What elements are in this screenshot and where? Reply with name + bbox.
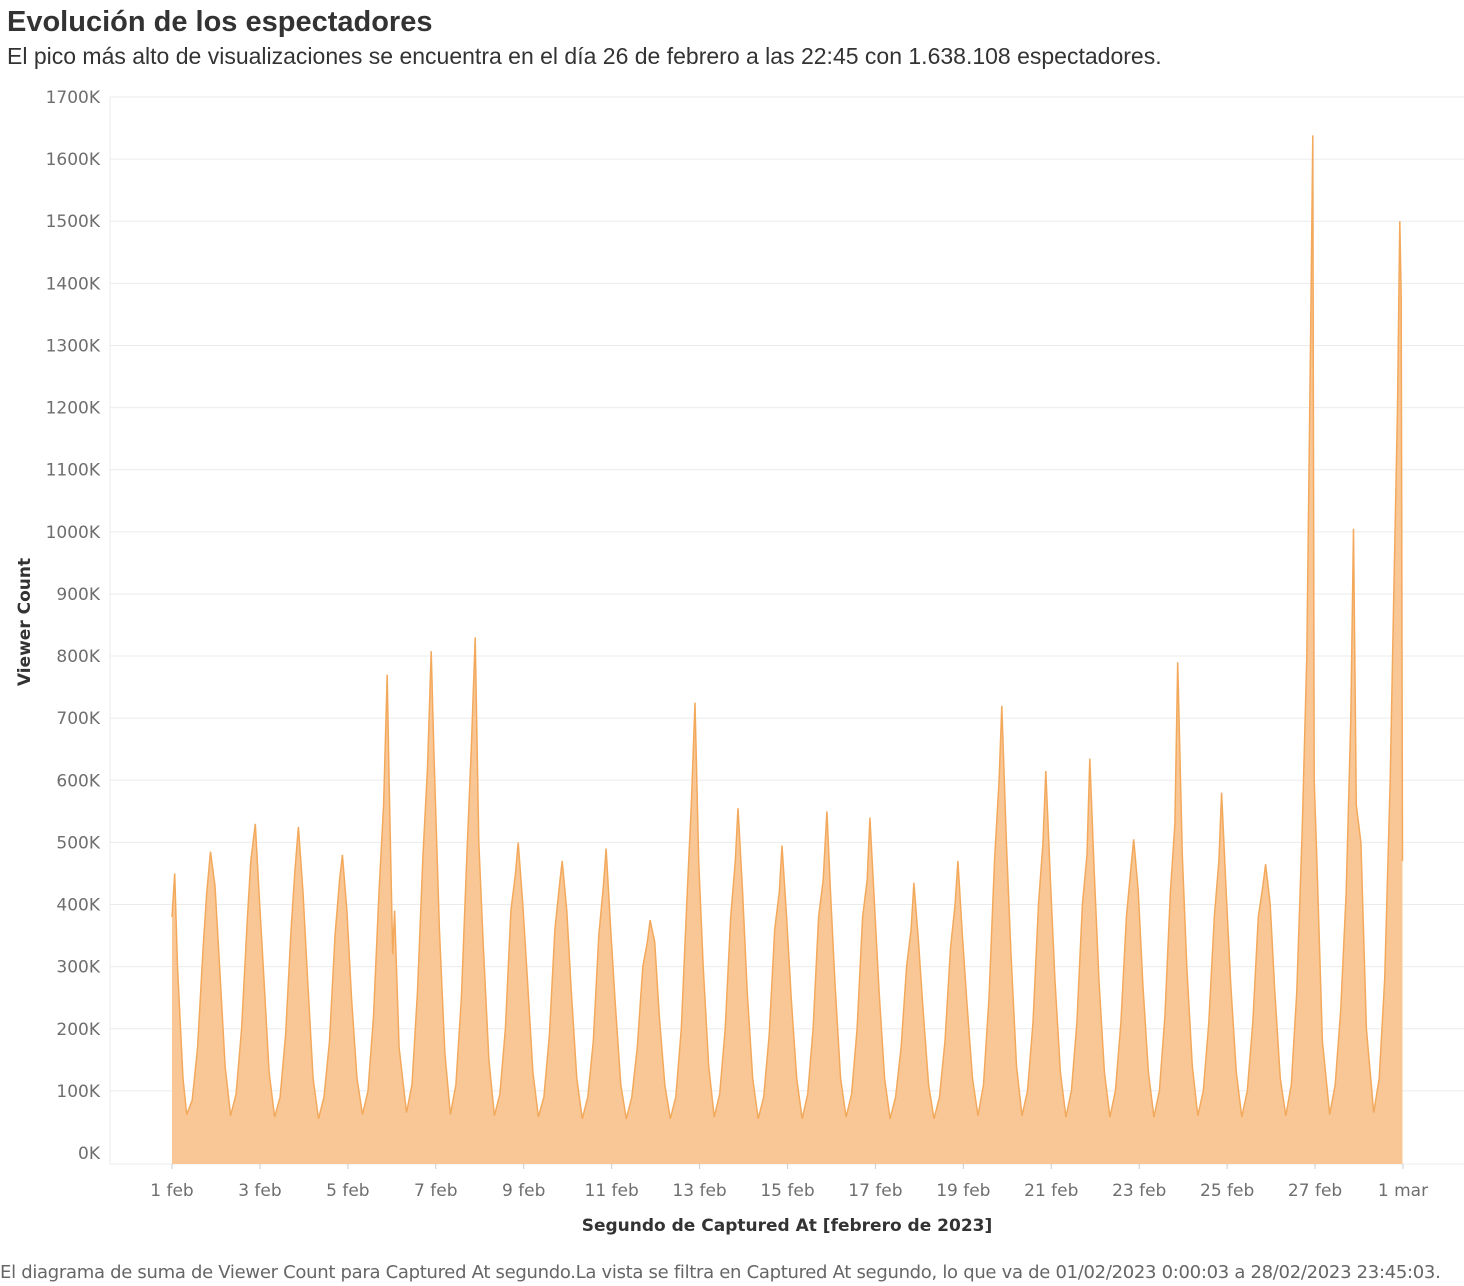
x-tick-label: 1 feb [150, 1181, 193, 1201]
y-tick-label: 1700K [46, 88, 101, 108]
x-tick-label: 25 feb [1200, 1181, 1254, 1201]
x-tick-label: 27 feb [1288, 1181, 1342, 1201]
y-tick-label: 300K [56, 958, 100, 978]
x-tick-label: 9 feb [502, 1181, 545, 1201]
page-subtitle: El pico más alto de visualizaciones se e… [7, 43, 1162, 69]
x-tick-label: 3 feb [238, 1181, 281, 1201]
y-tick-label: 1000K [46, 523, 101, 543]
x-tick-label: 21 feb [1024, 1181, 1078, 1201]
y-axis-ticks: 0K 100K 200K 300K 400K 500K 600K 700K 800K 900K 10… [46, 88, 101, 1164]
x-tick-label: 5 feb [326, 1181, 369, 1201]
y-tick-label: 1600K [46, 150, 101, 170]
x-tick-label: 19 feb [936, 1181, 990, 1201]
viewer-count-line [171, 135, 1404, 1119]
y-tick-label: 800K [56, 647, 100, 667]
y-tick-label: 400K [56, 896, 100, 916]
x-tick-label: 11 feb [585, 1181, 639, 1201]
y-tick-label: 100K [56, 1082, 100, 1102]
y-tick-label: 0K [78, 1144, 101, 1164]
y-tick-label: 700K [56, 709, 100, 729]
y-tick-label: 200K [56, 1020, 100, 1040]
y-tick-label: 1300K [46, 336, 101, 356]
chart-footnote: El diagrama de suma de Viewer Count para… [0, 1262, 1441, 1283]
y-tick-label: 1100K [46, 461, 101, 481]
x-tick-label: 23 feb [1112, 1181, 1166, 1201]
x-axis-ticks: 1 feb 3 feb 5 feb 7 feb 9 feb 11 feb 13 feb 15 … [150, 1164, 1428, 1201]
page-title: Evolución de los espectadores [7, 6, 433, 38]
y-tick-label: 500K [56, 833, 100, 853]
x-tick-label: 17 feb [848, 1181, 902, 1201]
x-tick-label: 1 mar [1378, 1181, 1428, 1201]
x-tick-label: 15 feb [760, 1181, 814, 1201]
y-tick-label: 600K [56, 771, 100, 791]
y-tick-label: 1400K [46, 274, 101, 294]
y-axis-title: Viewer Count [15, 558, 35, 686]
y-tick-label: 1500K [46, 212, 101, 232]
x-axis-title: Segundo de Captured At [febrero de 2023] [582, 1216, 993, 1236]
viewer-count-area [172, 135, 1403, 1164]
y-tick-label: 1200K [46, 399, 101, 419]
x-tick-label: 7 feb [414, 1181, 457, 1201]
y-tick-label: 900K [56, 585, 100, 605]
x-tick-label: 13 feb [672, 1181, 726, 1201]
